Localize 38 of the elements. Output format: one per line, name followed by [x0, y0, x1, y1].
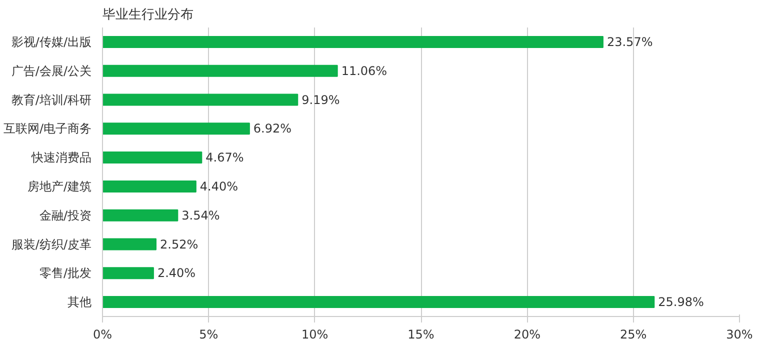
x-tick-label: 5%	[199, 328, 218, 342]
y-tick-label: 教育/培训/科研	[11, 92, 92, 107]
y-tick-label: 快速消费品	[30, 150, 92, 165]
data-label: 23.57%	[606, 34, 653, 49]
y-tick-label: 互联网/电子商务	[3, 122, 92, 136]
x-tick-label: 30%	[726, 328, 753, 342]
bar	[102, 152, 202, 164]
data-label: 4.67%	[206, 150, 244, 165]
x-tick-label: 25%	[620, 328, 647, 342]
y-tick-label: 服装/纺织/皮革	[11, 237, 92, 252]
y-tick-label: 影视/传媒/出版	[11, 34, 92, 49]
data-label: 2.52%	[160, 237, 198, 252]
bar	[102, 209, 178, 222]
y-tick-label: 金融/投资	[39, 208, 92, 222]
bar	[102, 267, 154, 280]
x-tick-label: 15%	[408, 328, 434, 342]
bar	[102, 122, 250, 135]
bar	[102, 36, 604, 48]
data-label: 6.92%	[253, 122, 292, 136]
y-tick-label: 零售/批发	[39, 266, 92, 280]
y-tick-label: 广告/会展/公关	[11, 64, 92, 78]
x-tick-label: 10%	[301, 328, 328, 342]
data-label: 2.40%	[157, 266, 196, 280]
bar	[102, 94, 298, 106]
y-tick-label: 其他	[68, 295, 92, 310]
data-label: 11.06%	[341, 64, 388, 78]
data-label: 25.98%	[658, 295, 704, 310]
y-tick-label: 房地产/建筑	[27, 179, 92, 194]
data-label: 3.54%	[182, 208, 220, 222]
x-tick-label: 0%	[92, 328, 112, 342]
chart-title: 毕业生行业分布	[102, 8, 194, 22]
x-tick-label: 20%	[514, 328, 541, 342]
bar	[102, 180, 196, 192]
bar	[102, 296, 655, 308]
bar	[102, 64, 338, 77]
data-label: 9.19%	[302, 92, 340, 107]
bar	[102, 238, 157, 250]
data-label: 4.40%	[200, 179, 238, 194]
